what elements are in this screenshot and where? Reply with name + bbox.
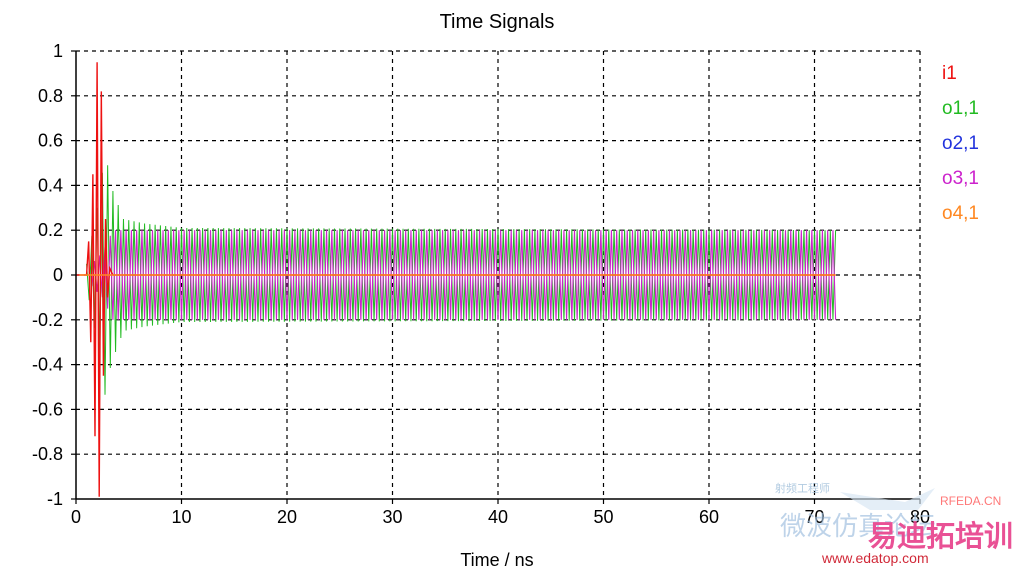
y-tick-label: 0: [53, 265, 63, 285]
legend-item-o1-1: o1,1: [942, 98, 979, 119]
watermark-cn-line1: 射频工程师: [775, 481, 830, 495]
legend-item-o3-1: o3,1: [942, 168, 979, 189]
x-axis-label: Time / ns: [460, 550, 533, 569]
watermark-url: www.edatop.com: [821, 550, 929, 566]
y-tick-label: 0.4: [38, 175, 63, 195]
chart-title: Time Signals: [440, 11, 555, 33]
y-tick-label: -0.2: [32, 310, 63, 330]
legend-item-o4-1: o4,1: [942, 203, 979, 224]
y-tick-label: -0.4: [32, 355, 63, 375]
axes: [71, 50, 921, 504]
legend-item-o2-1: o2,1: [942, 133, 979, 154]
x-tick-label: 30: [382, 507, 402, 527]
legend: i1 o1,1 o2,1 o3,1 o4,1: [942, 63, 979, 224]
x-tick-label: 60: [699, 507, 719, 527]
watermark-site-text: RFEDA.CN: [940, 494, 1001, 508]
y-tick-label: -1: [47, 489, 63, 509]
watermark: RFEDA.CN 射频工程师 微波仿真论坛 易迪拓培训 www.edatop.c…: [775, 481, 1013, 566]
series-layer: [76, 62, 837, 497]
y-tick-label: -0.6: [32, 399, 63, 419]
series-o3-1-line: [91, 230, 837, 320]
watermark-brand: 易迪拓培训: [868, 519, 1013, 553]
x-tick-label: 80: [910, 507, 930, 527]
x-tick-label: 50: [593, 507, 613, 527]
tick-labels: 0 10 20 30 40 50 60 70 80 1 0.8 0.6 0.4 0.2 0 -0.2 -0.4 -…: [32, 41, 930, 527]
watermark-cn-line2: 微波仿真论坛: [780, 511, 936, 541]
series-i1-line: [76, 62, 836, 497]
x-tick-label: 70: [804, 507, 824, 527]
x-tick-label: 20: [277, 507, 297, 527]
y-tick-label: -0.8: [32, 444, 63, 464]
y-tick-label: 0.2: [38, 220, 63, 240]
x-tick-label: 0: [71, 507, 81, 527]
legend-item-i1: i1: [942, 63, 957, 84]
y-tick-label: 1: [53, 41, 63, 61]
x-tick-label: 40: [488, 507, 508, 527]
series-o1-1-line: [86, 165, 837, 395]
x-tick-label: 10: [171, 507, 191, 527]
watermark-plane-icon: [840, 488, 935, 510]
y-tick-label: 0.8: [38, 86, 63, 106]
y-tick-label: 0.6: [38, 131, 63, 151]
